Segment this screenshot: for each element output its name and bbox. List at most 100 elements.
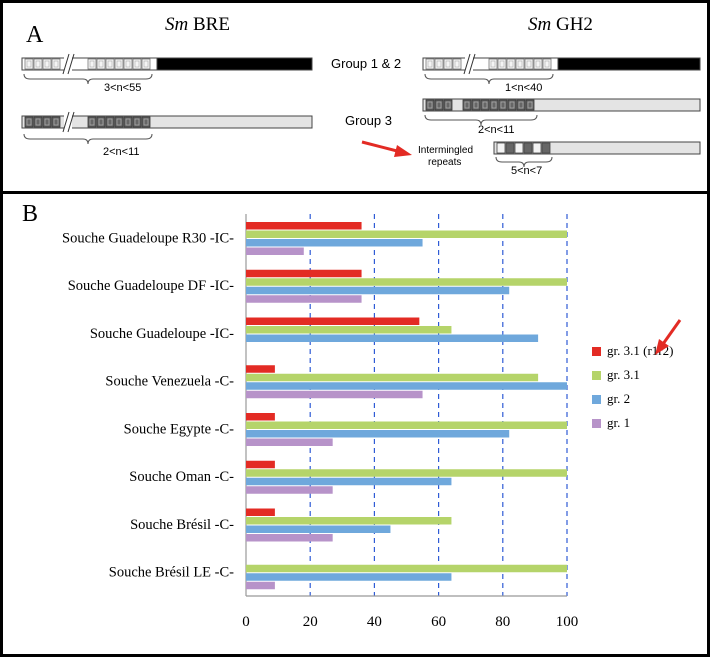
repeat-unit-dark — [87, 116, 97, 128]
repeat-unit-light — [141, 58, 151, 70]
repeat-unit-light — [87, 58, 97, 70]
repeat-unit-light-inner — [98, 60, 104, 68]
repeat-unit-dark-inner — [53, 118, 59, 126]
repeat-unit-dark — [516, 99, 526, 111]
repeat-unit-light — [123, 58, 133, 70]
category-label: Souche Guadeloupe -IC- — [90, 326, 234, 342]
sequence-break-line — [468, 53, 476, 75]
x-tick-label: 80 — [495, 614, 510, 630]
repeat-unit-light-inner — [53, 60, 59, 68]
repeat-unit-dark — [498, 99, 508, 111]
repeat-unit-light-inner — [436, 60, 442, 68]
repeat-unit-light-inner — [427, 60, 433, 68]
bar — [246, 373, 539, 382]
intermingled-repeat-unit — [541, 142, 551, 154]
intermingled-repeat-unit — [496, 142, 506, 154]
gh2-range-3: 5<n<7 — [511, 165, 543, 177]
sequence-break-gap — [64, 53, 72, 75]
repeat-unit-light — [488, 58, 498, 70]
repeat-unit-dark-inner — [44, 118, 50, 126]
category-label: Souche Brésil -C- — [130, 517, 234, 533]
bar — [246, 438, 333, 446]
repeat-unit-dark — [443, 99, 453, 111]
repeat-unit-dark-inner — [445, 101, 451, 109]
repeat-unit-light — [533, 58, 543, 70]
repeat-unit-light-inner — [535, 60, 541, 68]
legend-swatch — [592, 419, 601, 428]
bre-range-1: 3<n<55 — [104, 82, 142, 94]
repeat-unit-light — [542, 58, 552, 70]
bar — [246, 230, 567, 238]
sequence-break-line — [62, 111, 70, 133]
bar — [246, 508, 275, 516]
x-tick-label: 40 — [367, 614, 382, 630]
bar — [246, 382, 567, 390]
repeat-unit-light-inner — [508, 60, 514, 68]
repeat-unit-light — [132, 58, 142, 70]
category-label: Souche Oman -C- — [129, 469, 234, 485]
repeat-unit-dark — [525, 99, 535, 111]
repeat-unit-dark — [489, 99, 499, 111]
repeat-unit-light-inner — [44, 60, 50, 68]
gh2-range-1: 1<n<40 — [505, 82, 543, 94]
category-label: Souche Egypte -C- — [124, 421, 235, 437]
repeat-unit-dark — [123, 116, 133, 128]
repeat-unit-light — [515, 58, 525, 70]
bar — [246, 286, 510, 295]
bar — [246, 430, 510, 438]
legend-swatch — [592, 347, 601, 356]
repeat-unit-dark-inner — [518, 101, 524, 109]
repeat-unit-light — [51, 58, 61, 70]
repeat-unit-dark-inner — [427, 101, 433, 109]
intermingled-repeat-unit — [505, 142, 515, 154]
repeat-unit-dark-inner — [509, 101, 515, 109]
bar — [246, 421, 567, 429]
repeat-unit-dark — [462, 99, 472, 111]
repeat-unit-light — [33, 58, 43, 70]
repeat-unit-light — [114, 58, 124, 70]
repeat-unit-light-inner — [143, 60, 149, 68]
repeat-unit-dark-inner — [125, 118, 131, 126]
repeat-unit-dark — [434, 99, 444, 111]
intermingled-arrow-shaft — [361, 140, 402, 154]
repeat-unit-dark-inner — [500, 101, 506, 109]
bar — [246, 469, 567, 477]
bar — [246, 517, 452, 525]
bar — [246, 295, 362, 303]
legend-label: gr. 3.1 — [607, 367, 640, 382]
bar — [246, 326, 452, 334]
repeat-unit-dark — [42, 116, 52, 128]
gh2-range-2: 2<n<11 — [478, 124, 515, 136]
repeat-unit-light-inner — [454, 60, 460, 68]
repeat-unit-dark-inner — [482, 101, 488, 109]
repeat-unit-dark — [114, 116, 124, 128]
repeat-unit-dark — [480, 99, 490, 111]
bre-range-2-brace — [23, 133, 153, 145]
repeat-unit-dark — [33, 116, 43, 128]
bar — [246, 534, 333, 542]
repeat-unit-light-inner — [35, 60, 41, 68]
x-tick-label: 100 — [556, 614, 579, 630]
sm-bre-title: Sm BRE — [165, 14, 230, 35]
panel-b-label: B — [22, 201, 39, 227]
bar — [246, 365, 275, 373]
repeat-unit-dark — [51, 116, 61, 128]
repeat-unit-light — [425, 58, 435, 70]
intermingled-repeat-unit — [523, 142, 533, 154]
repeat-unit-dark — [96, 116, 106, 128]
repeat-unit-dark-inner — [107, 118, 113, 126]
category-label: Souche Guadeloupe DF -IC- — [68, 278, 234, 294]
category-label: Souche Venezuela -C- — [105, 374, 234, 390]
intermingled-repeats-label: Intermingled repeats — [418, 145, 474, 168]
repeat-unit-light — [443, 58, 453, 70]
repeat-unit-light — [524, 58, 534, 70]
category-label: Souche Guadeloupe R30 -IC- — [62, 230, 234, 246]
repeat-unit-light — [497, 58, 507, 70]
bar — [246, 573, 452, 581]
sequence-break-line — [62, 53, 70, 75]
repeat-unit-light-inner — [517, 60, 523, 68]
legend-label: gr. 1 — [607, 415, 630, 430]
repeat-unit-light-inner — [26, 60, 32, 68]
repeat-unit-light-inner — [499, 60, 505, 68]
x-tick-label: 60 — [431, 614, 446, 630]
